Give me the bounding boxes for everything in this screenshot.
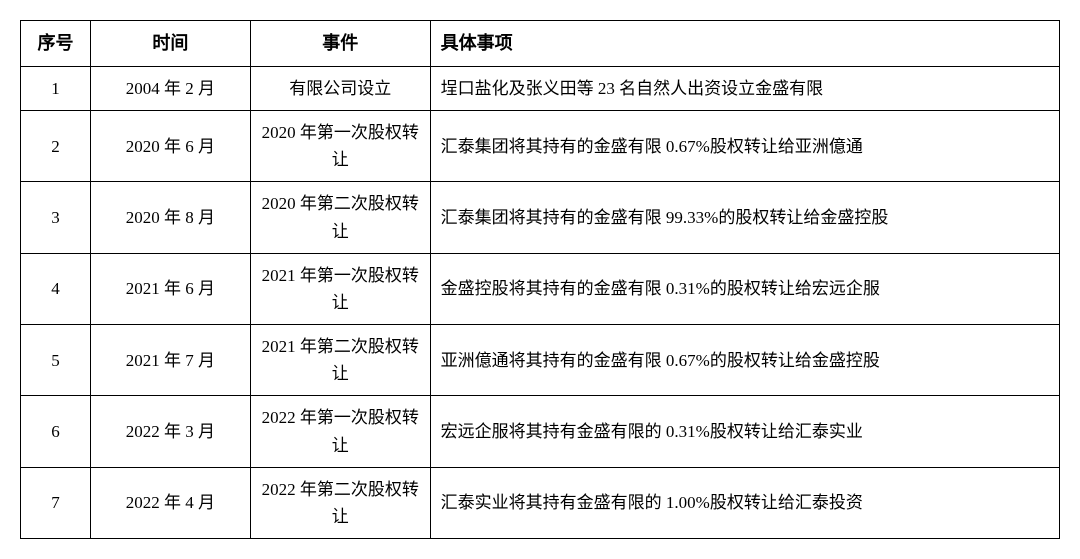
cell-seq: 5 bbox=[21, 325, 91, 396]
table-row: 7 2022 年 4 月 2022 年第二次股权转让 汇泰实业将其持有金盛有限的… bbox=[21, 467, 1060, 538]
cell-seq: 4 bbox=[21, 253, 91, 324]
header-detail: 具体事项 bbox=[430, 21, 1059, 67]
cell-event: 2020 年第一次股权转让 bbox=[250, 110, 430, 181]
cell-event: 2020 年第二次股权转让 bbox=[250, 182, 430, 253]
table-row: 2 2020 年 6 月 2020 年第一次股权转让 汇泰集团将其持有的金盛有限… bbox=[21, 110, 1060, 181]
cell-seq: 7 bbox=[21, 467, 91, 538]
table-header: 序号 时间 事件 具体事项 bbox=[21, 21, 1060, 67]
table-row: 4 2021 年 6 月 2021 年第一次股权转让 金盛控股将其持有的金盛有限… bbox=[21, 253, 1060, 324]
cell-event: 2022 年第二次股权转让 bbox=[250, 467, 430, 538]
cell-event: 2021 年第二次股权转让 bbox=[250, 325, 430, 396]
cell-time: 2020 年 6 月 bbox=[90, 110, 250, 181]
table-row: 6 2022 年 3 月 2022 年第一次股权转让 宏远企服将其持有金盛有限的… bbox=[21, 396, 1060, 467]
cell-time: 2022 年 4 月 bbox=[90, 467, 250, 538]
header-event: 事件 bbox=[250, 21, 430, 67]
header-seq: 序号 bbox=[21, 21, 91, 67]
table-row: 1 2004 年 2 月 有限公司设立 埕口盐化及张义田等 23 名自然人出资设… bbox=[21, 66, 1060, 110]
cell-seq: 6 bbox=[21, 396, 91, 467]
table-row: 5 2021 年 7 月 2021 年第二次股权转让 亚洲億通将其持有的金盛有限… bbox=[21, 325, 1060, 396]
cell-seq: 1 bbox=[21, 66, 91, 110]
cell-detail: 汇泰集团将其持有的金盛有限 0.67%股权转让给亚洲億通 bbox=[430, 110, 1059, 181]
cell-event: 2022 年第一次股权转让 bbox=[250, 396, 430, 467]
cell-detail: 亚洲億通将其持有的金盛有限 0.67%的股权转让给金盛控股 bbox=[430, 325, 1059, 396]
cell-detail: 金盛控股将其持有的金盛有限 0.31%的股权转让给宏远企服 bbox=[430, 253, 1059, 324]
cell-time: 2022 年 3 月 bbox=[90, 396, 250, 467]
header-row: 序号 时间 事件 具体事项 bbox=[21, 21, 1060, 67]
cell-detail: 汇泰实业将其持有金盛有限的 1.00%股权转让给汇泰投资 bbox=[430, 467, 1059, 538]
cell-detail: 埕口盐化及张义田等 23 名自然人出资设立金盛有限 bbox=[430, 66, 1059, 110]
header-time: 时间 bbox=[90, 21, 250, 67]
table-row: 3 2020 年 8 月 2020 年第二次股权转让 汇泰集团将其持有的金盛有限… bbox=[21, 182, 1060, 253]
cell-seq: 3 bbox=[21, 182, 91, 253]
equity-history-table: 序号 时间 事件 具体事项 1 2004 年 2 月 有限公司设立 埕口盐化及张… bbox=[20, 20, 1060, 539]
cell-detail: 宏远企服将其持有金盛有限的 0.31%股权转让给汇泰实业 bbox=[430, 396, 1059, 467]
cell-detail: 汇泰集团将其持有的金盛有限 99.33%的股权转让给金盛控股 bbox=[430, 182, 1059, 253]
cell-time: 2021 年 7 月 bbox=[90, 325, 250, 396]
cell-event: 有限公司设立 bbox=[250, 66, 430, 110]
cell-seq: 2 bbox=[21, 110, 91, 181]
cell-time: 2021 年 6 月 bbox=[90, 253, 250, 324]
table-body: 1 2004 年 2 月 有限公司设立 埕口盐化及张义田等 23 名自然人出资设… bbox=[21, 66, 1060, 538]
cell-time: 2004 年 2 月 bbox=[90, 66, 250, 110]
cell-time: 2020 年 8 月 bbox=[90, 182, 250, 253]
cell-event: 2021 年第一次股权转让 bbox=[250, 253, 430, 324]
